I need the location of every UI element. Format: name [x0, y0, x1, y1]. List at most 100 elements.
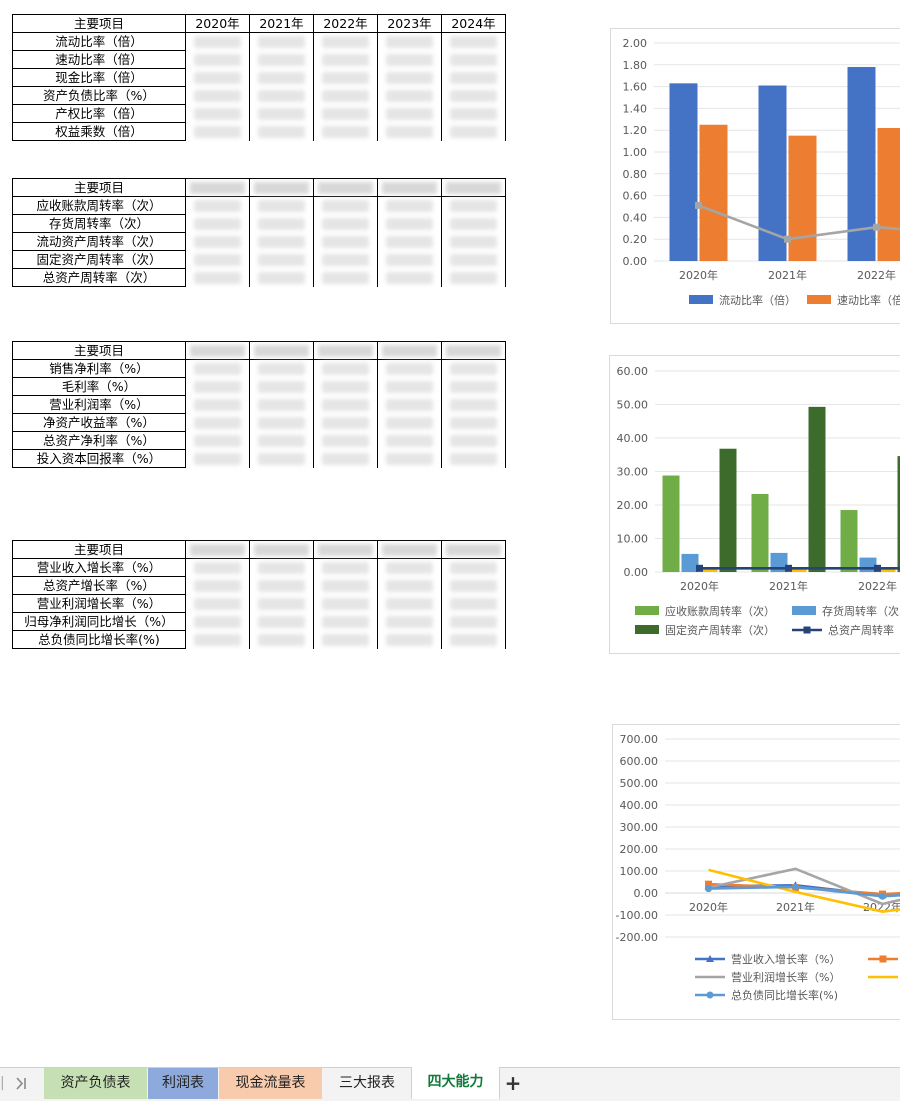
value-cell[interactable] [442, 595, 506, 613]
value-cell[interactable] [442, 613, 506, 631]
value-cell[interactable] [442, 33, 506, 51]
row-label-cell[interactable]: 投入资本回报率（%） [13, 450, 186, 468]
row-label-cell[interactable]: 总资产净利率（%） [13, 432, 186, 450]
year-header-cell[interactable] [442, 541, 506, 559]
value-cell[interactable] [250, 233, 314, 251]
value-cell[interactable] [186, 269, 250, 287]
year-header-cell[interactable]: 2024年 [442, 15, 506, 33]
row-label-cell[interactable]: 固定资产周转率（次） [13, 251, 186, 269]
year-header-cell[interactable] [186, 541, 250, 559]
value-cell[interactable] [378, 215, 442, 233]
value-cell[interactable] [442, 233, 506, 251]
row-label-cell[interactable]: 净资产收益率（%） [13, 414, 186, 432]
value-cell[interactable] [250, 378, 314, 396]
value-cell[interactable] [378, 613, 442, 631]
value-cell[interactable] [378, 559, 442, 577]
value-cell[interactable] [442, 87, 506, 105]
value-cell[interactable] [378, 577, 442, 595]
sheet-tab-4[interactable]: 四大能力 [411, 1067, 500, 1099]
value-cell[interactable] [442, 577, 506, 595]
value-cell[interactable] [442, 197, 506, 215]
value-cell[interactable] [378, 69, 442, 87]
row-label-cell[interactable]: 归母净利润同比增长（%） [13, 613, 186, 631]
value-cell[interactable] [378, 378, 442, 396]
value-cell[interactable] [186, 33, 250, 51]
row-label-cell[interactable]: 总资产增长率（%） [13, 577, 186, 595]
value-cell[interactable] [250, 595, 314, 613]
value-cell[interactable] [442, 396, 506, 414]
value-cell[interactable] [250, 69, 314, 87]
value-cell[interactable] [378, 251, 442, 269]
value-cell[interactable] [314, 396, 378, 414]
row-label-cell[interactable]: 权益乘数（倍） [13, 123, 186, 141]
value-cell[interactable] [442, 432, 506, 450]
year-header-cell[interactable] [378, 541, 442, 559]
year-header-cell[interactable] [250, 342, 314, 360]
value-cell[interactable] [314, 360, 378, 378]
value-cell[interactable] [250, 215, 314, 233]
row-label-cell[interactable]: 速动比率（倍） [13, 51, 186, 69]
value-cell[interactable] [314, 595, 378, 613]
sheet-tab-3[interactable]: 三大报表 [323, 1068, 411, 1099]
value-cell[interactable] [186, 450, 250, 468]
value-cell[interactable] [314, 631, 378, 649]
value-cell[interactable] [442, 414, 506, 432]
value-cell[interactable] [186, 631, 250, 649]
value-cell[interactable] [378, 595, 442, 613]
value-cell[interactable] [250, 631, 314, 649]
value-cell[interactable] [314, 33, 378, 51]
value-cell[interactable] [250, 251, 314, 269]
value-cell[interactable] [378, 631, 442, 649]
value-cell[interactable] [314, 105, 378, 123]
year-header-cell[interactable] [442, 179, 506, 197]
header-cell[interactable]: 主要项目 [13, 541, 186, 559]
year-header-cell[interactable] [378, 179, 442, 197]
value-cell[interactable] [314, 197, 378, 215]
value-cell[interactable] [314, 269, 378, 287]
value-cell[interactable] [250, 87, 314, 105]
value-cell[interactable] [314, 414, 378, 432]
value-cell[interactable] [442, 559, 506, 577]
value-cell[interactable] [186, 233, 250, 251]
value-cell[interactable] [250, 51, 314, 69]
value-cell[interactable] [186, 559, 250, 577]
row-label-cell[interactable]: 现金比率（倍） [13, 69, 186, 87]
sheet-tab-2[interactable]: 现金流量表 [219, 1068, 322, 1099]
value-cell[interactable] [442, 69, 506, 87]
value-cell[interactable] [378, 360, 442, 378]
value-cell[interactable] [186, 432, 250, 450]
header-cell[interactable]: 主要项目 [13, 15, 186, 33]
year-header-cell[interactable] [314, 342, 378, 360]
value-cell[interactable] [442, 631, 506, 649]
year-header-cell[interactable] [186, 342, 250, 360]
value-cell[interactable] [314, 51, 378, 69]
chevron-last-icon[interactable] [14, 1068, 34, 1099]
value-cell[interactable] [378, 450, 442, 468]
value-cell[interactable] [314, 123, 378, 141]
value-cell[interactable] [314, 69, 378, 87]
value-cell[interactable] [442, 360, 506, 378]
row-label-cell[interactable]: 总负债同比增长率(%) [13, 631, 186, 649]
row-label-cell[interactable]: 毛利率（%） [13, 378, 186, 396]
value-cell[interactable] [378, 87, 442, 105]
value-cell[interactable] [314, 215, 378, 233]
value-cell[interactable] [186, 360, 250, 378]
value-cell[interactable] [250, 432, 314, 450]
year-header-cell[interactable] [378, 342, 442, 360]
row-label-cell[interactable]: 销售净利率（%） [13, 360, 186, 378]
year-header-cell[interactable] [250, 541, 314, 559]
value-cell[interactable] [442, 251, 506, 269]
row-label-cell[interactable]: 总资产周转率（次） [13, 269, 186, 287]
value-cell[interactable] [186, 595, 250, 613]
value-cell[interactable] [250, 559, 314, 577]
value-cell[interactable] [378, 396, 442, 414]
value-cell[interactable] [186, 613, 250, 631]
value-cell[interactable] [250, 197, 314, 215]
value-cell[interactable] [314, 432, 378, 450]
row-label-cell[interactable]: 流动资产周转率（次） [13, 233, 186, 251]
value-cell[interactable] [186, 105, 250, 123]
value-cell[interactable] [314, 559, 378, 577]
value-cell[interactable] [250, 105, 314, 123]
